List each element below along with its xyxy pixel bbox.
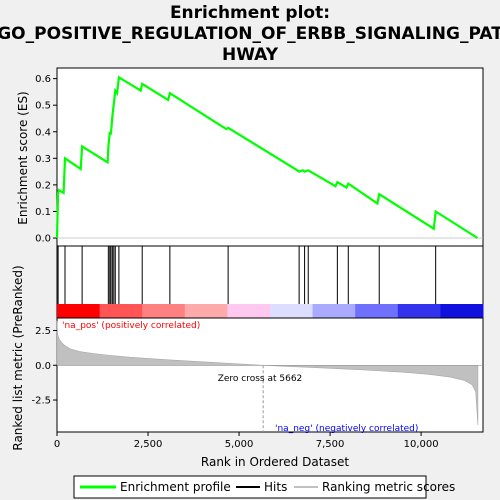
ranked-metric-panel: 2.5 0.0 -2.5 0 2,500 5,000 7,500 10,000	[31, 317, 484, 450]
legend-label-hits: Hits	[264, 480, 287, 494]
xlabel: Rank in Ordered Dataset	[201, 455, 349, 469]
es-ytick-label: 0.3	[35, 154, 51, 165]
xtick-label: 5,000	[225, 439, 254, 450]
metric-ytick-label: 0.0	[35, 361, 51, 372]
xtick-label: 0	[54, 439, 60, 450]
ranking-metric-area	[56, 320, 479, 426]
color-bar-segment	[227, 304, 271, 318]
color-bar-segment	[99, 304, 143, 318]
metric-ylabel: Ranked list metric (PreRanked)	[11, 265, 25, 450]
pos-label: 'na_pos' (positively correlated)	[62, 321, 200, 331]
color-bar-segment	[397, 304, 441, 318]
es-plot-area	[56, 67, 484, 247]
metric-ytick-label: 2.5	[35, 326, 51, 337]
legend-label-metric: Ranking metric scores	[322, 480, 455, 494]
enrichment-profile-line	[55, 75, 479, 239]
hits-panel	[56, 245, 484, 319]
color-bar-segment	[440, 304, 484, 318]
legend-label-enrichment: Enrichment profile	[120, 480, 231, 494]
es-ytick-label: 0.6	[35, 74, 51, 85]
xtick-label: 7,500	[316, 439, 345, 450]
es-panel: 0.0 0.1 0.2 0.3 0.4 0.5 0.6	[35, 67, 484, 247]
es-ylabel: Enrichment score (ES)	[16, 91, 30, 224]
color-bar-segment	[57, 304, 101, 318]
xtick-label: 10,000	[404, 439, 439, 450]
metric-ytick-label: -2.5	[31, 396, 51, 407]
metric-plot-area	[56, 317, 484, 433]
title-line-2: GO_POSITIVE_REGULATION_OF_ERBB_SIGNALING…	[0, 24, 500, 44]
es-ytick-label: 0.1	[35, 207, 51, 218]
title-line-3: HWAY	[222, 45, 279, 65]
color-bar-segment	[184, 304, 228, 318]
title-line-1: Enrichment plot:	[170, 3, 330, 23]
color-bar-segment	[142, 304, 186, 318]
es-ytick-label: 0.5	[35, 101, 51, 112]
color-bar-segment	[355, 304, 399, 318]
zero-cross-label: Zero cross at 5662	[218, 374, 303, 384]
color-bar-segment	[312, 304, 356, 318]
color-bar-segment	[270, 304, 314, 318]
es-ytick-label: 0.4	[35, 127, 51, 138]
xtick-label: 2,500	[134, 439, 163, 450]
neg-label: 'na_neg' (negatively correlated)	[275, 424, 418, 434]
es-ytick-label: 0.0	[35, 234, 51, 245]
legend: Enrichment profile Hits Ranking metric s…	[73, 475, 455, 499]
es-ytick-label: 0.2	[35, 180, 51, 191]
